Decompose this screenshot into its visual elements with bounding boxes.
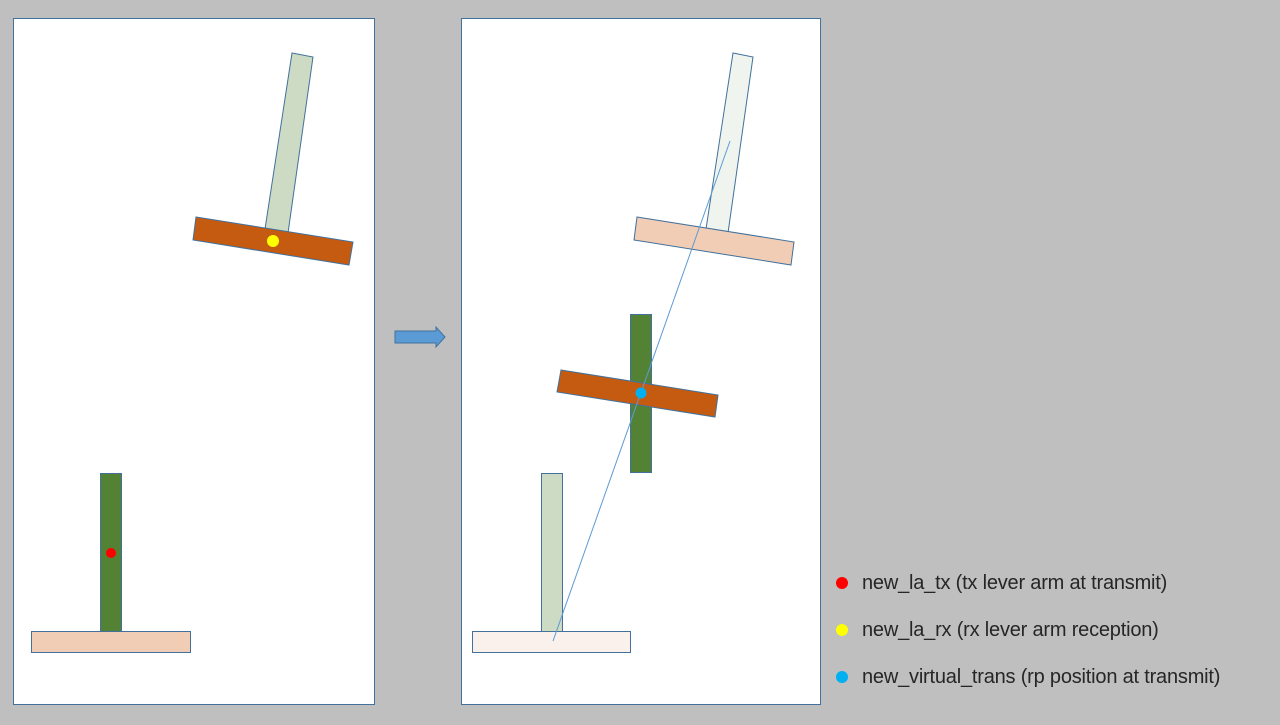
legend-dot-tx [836,577,848,589]
left-tx-lever-arm-dot [106,548,116,558]
left-panel [13,18,375,705]
left-rx-lever-arm-dot [267,235,279,247]
legend-dot-virtual [836,671,848,683]
left-bottom-base [31,631,191,653]
legend-item-tx: new_la_tx (tx lever arm at transmit) [836,569,1167,597]
legend-dot-rx [836,624,848,636]
legend-label-tx: new_la_tx (tx lever arm at transmit) [862,571,1168,594]
right-bottom-base-faded [472,631,631,653]
left-panel-frame [13,18,375,705]
right-arrow-icon [394,325,446,349]
legend-item-virtual: new_virtual_trans (rp position at transm… [836,663,1220,691]
legend-label-rx: new_la_rx (rx lever arm reception) [862,618,1159,641]
right-panel [461,18,821,705]
legend-item-rx: new_la_rx (rx lever arm reception) [836,616,1159,644]
right-bottom-mast [541,473,563,632]
right-virtual-trans-dot [635,387,647,399]
right-top-crossbar-faded [633,216,795,266]
legend-label-virtual: new_virtual_trans (rp position at transm… [862,665,1221,688]
